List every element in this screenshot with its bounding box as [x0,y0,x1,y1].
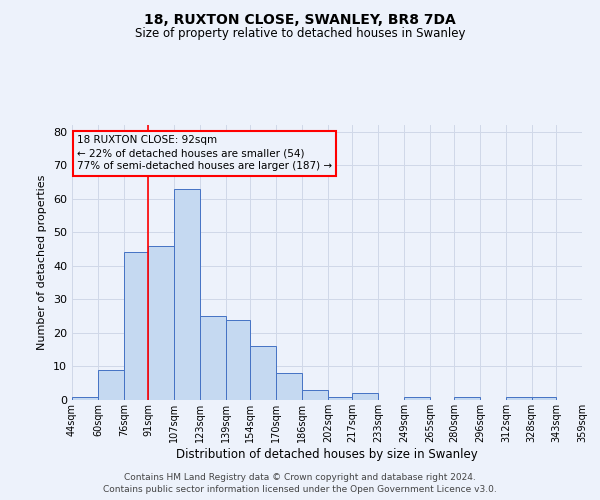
Bar [302,390,328,400]
Bar [226,320,250,400]
Bar [148,246,174,400]
Text: 18 RUXTON CLOSE: 92sqm
← 22% of detached houses are smaller (54)
77% of semi-det: 18 RUXTON CLOSE: 92sqm ← 22% of detached… [77,135,332,172]
Bar [124,252,148,400]
Text: Contains public sector information licensed under the Open Government Licence v3: Contains public sector information licen… [103,485,497,494]
Text: Contains HM Land Registry data © Crown copyright and database right 2024.: Contains HM Land Registry data © Crown c… [124,472,476,482]
Text: Size of property relative to detached houses in Swanley: Size of property relative to detached ho… [135,28,465,40]
Bar [72,396,98,400]
Bar [174,188,200,400]
Bar [200,316,226,400]
Bar [404,396,430,400]
Y-axis label: Number of detached properties: Number of detached properties [37,175,47,350]
Bar [98,370,124,400]
Bar [328,396,352,400]
Bar [250,346,276,400]
Bar [454,396,480,400]
Text: 18, RUXTON CLOSE, SWANLEY, BR8 7DA: 18, RUXTON CLOSE, SWANLEY, BR8 7DA [144,12,456,26]
Bar [532,396,556,400]
Bar [276,373,302,400]
Bar [506,396,532,400]
Bar [352,394,378,400]
X-axis label: Distribution of detached houses by size in Swanley: Distribution of detached houses by size … [176,448,478,460]
